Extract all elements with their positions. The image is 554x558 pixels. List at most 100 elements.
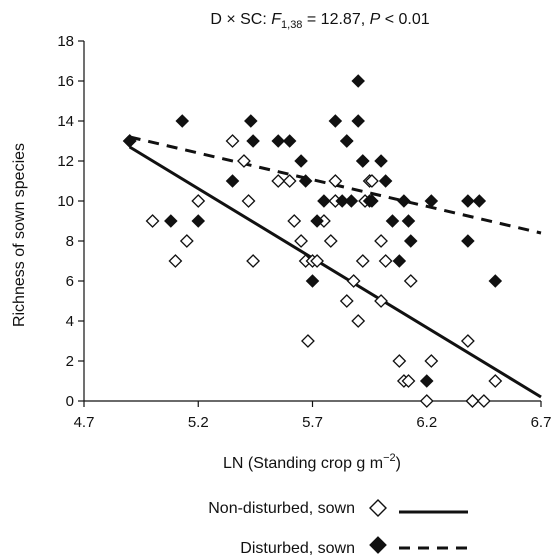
non-disturbed-point [346, 274, 361, 288]
title-f-value: = 12.87, [302, 11, 369, 28]
non-disturbed-point [282, 174, 297, 188]
non-disturbed-point [168, 254, 183, 268]
non-disturbed-point [364, 174, 379, 188]
non-disturbed-point [419, 394, 434, 408]
y-tick-label: 0 [66, 393, 74, 410]
non-disturbed-point [328, 174, 343, 188]
non-disturbed-point [403, 274, 418, 288]
disturbed-point [175, 114, 190, 128]
non-disturbed-point [191, 194, 206, 208]
disturbed-point [305, 274, 320, 288]
non-disturbed-point [378, 254, 393, 268]
legend-label-disturbed: Disturbed, sown [240, 540, 355, 557]
disturbed-point [164, 214, 178, 228]
disturbed-point [344, 194, 359, 208]
non-disturbed-point [401, 374, 416, 388]
disturbed-point [401, 214, 416, 228]
non-disturbed-point [424, 354, 439, 368]
non-disturbed-point [271, 174, 286, 188]
data-points [122, 74, 503, 408]
non-disturbed-point [465, 394, 480, 408]
legend-label-non-disturbed: Non-disturbed, sown [208, 500, 355, 517]
non-disturbed-point [287, 214, 302, 228]
legend-item-non-disturbed: Non-disturbed, sown [208, 499, 468, 517]
legend-open-diamond-icon [369, 499, 387, 517]
non-disturbed-point [351, 314, 366, 328]
y-tick-label: 18 [57, 33, 74, 50]
y-tick-label: 6 [66, 273, 74, 290]
disturbed-point [365, 194, 379, 208]
disturbed-point [335, 194, 349, 208]
non-disturbed-point [339, 294, 354, 308]
disturbed-point [397, 194, 411, 208]
non-disturbed-point [241, 194, 256, 208]
non-disturbed-point [355, 254, 370, 268]
y-tick-label: 8 [66, 233, 74, 250]
disturbed-point [403, 234, 418, 248]
non-disturbed-point [294, 234, 308, 248]
x-axis-label-main: LN (Standing crop g m [223, 455, 383, 472]
disturbed-point [461, 194, 475, 208]
disturbed-point [351, 114, 365, 128]
x-tick-label: 4.7 [74, 414, 95, 431]
non-disturbed-point [301, 334, 315, 348]
non-disturbed-point [460, 334, 475, 348]
disturbed-point [461, 234, 475, 248]
disturbed-point [392, 254, 407, 268]
disturbed-point [328, 114, 343, 128]
non-disturbed-point [392, 354, 407, 368]
title-p-symbol: P [370, 11, 381, 28]
non-disturbed-point [145, 214, 160, 228]
x-axis-label-close: ) [396, 455, 401, 472]
x-axis-label-superscript: −2 [383, 452, 396, 464]
legend-filled-diamond-icon [369, 536, 387, 554]
x-tick-label: 6.7 [531, 414, 552, 431]
y-tick-label: 16 [57, 73, 74, 90]
legend: Non-disturbed, sown Disturbed, sown [208, 499, 468, 557]
solid-fit-line-0 [128, 145, 542, 399]
non-disturbed-point [488, 374, 503, 388]
disturbed-point [339, 134, 354, 148]
title-p-value: < 0.01 [380, 11, 429, 28]
disturbed-point [271, 134, 286, 148]
y-axis-label: Richness of sown species [11, 143, 28, 327]
non-disturbed-point [225, 134, 240, 148]
title-prefix: D × SC: [210, 11, 271, 28]
y-tick-label: 10 [57, 193, 74, 210]
legend-item-disturbed: Disturbed, sown [240, 536, 468, 557]
disturbed-point [191, 214, 206, 228]
disturbed-point [122, 134, 137, 148]
non-disturbed-point [374, 234, 388, 248]
y-tick-label: 14 [57, 113, 74, 130]
disturbed-point [355, 154, 370, 168]
disturbed-point [374, 154, 388, 168]
x-tick-label: 6.2 [416, 414, 437, 431]
disturbed-point [244, 114, 258, 128]
non-disturbed-point [179, 234, 194, 248]
y-tick-label: 4 [66, 313, 74, 330]
non-disturbed-point [246, 254, 261, 268]
y-tick-label: 2 [66, 353, 74, 370]
y-tick-label: 12 [57, 153, 74, 170]
disturbed-point [298, 174, 313, 188]
disturbed-point [310, 214, 324, 228]
disturbed-point [282, 134, 297, 148]
x-tick-label: 5.2 [188, 414, 209, 431]
x-axis-ticks: 4.7 5.2 5.7 6.2 6.7 [74, 401, 552, 431]
x-axis-label: LN (Standing crop g m−2) [223, 452, 401, 472]
non-disturbed-point [323, 234, 338, 248]
disturbed-point [378, 174, 393, 188]
disturbed-point [419, 374, 434, 388]
disturbed-point [488, 274, 503, 288]
disturbed-point [246, 134, 260, 148]
non-disturbed-point [310, 254, 324, 268]
disturbed-point [294, 154, 308, 168]
disturbed-point [317, 194, 331, 208]
non-disturbed-point [374, 294, 388, 308]
disturbed-point [225, 174, 240, 188]
chart-title: D × SC: F1,38 = 12.87, P < 0.01 [210, 11, 429, 31]
y-axis-ticks: 0 2 4 6 8 10 12 14 16 18 [57, 33, 84, 410]
title-f-subscript: 1,38 [281, 19, 302, 31]
x-tick-label: 5.7 [302, 414, 323, 431]
non-disturbed-point [476, 394, 491, 408]
